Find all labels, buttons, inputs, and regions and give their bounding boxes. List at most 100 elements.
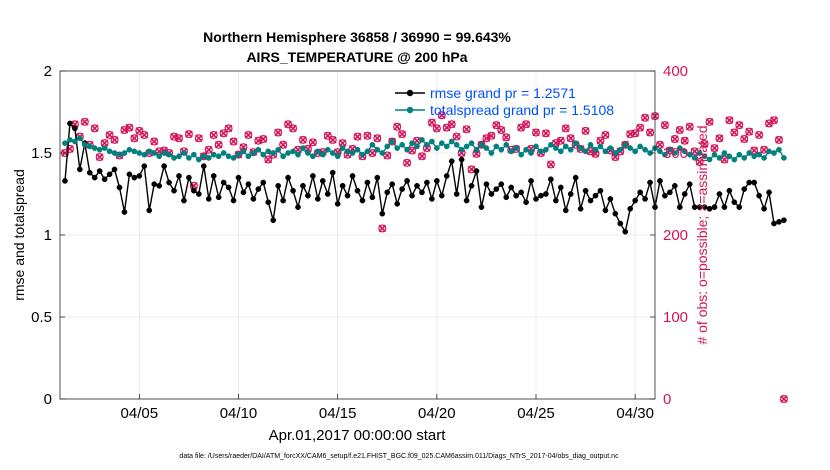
obs-assimilated-marker xyxy=(328,136,337,144)
totalspread-point xyxy=(245,153,252,160)
x-axis-label: Apr.01,2017 00:00:00 start xyxy=(269,427,447,444)
totalspread-point xyxy=(305,150,311,156)
totalspread-point xyxy=(374,146,381,153)
obs-possible-marker xyxy=(779,395,788,404)
rmse-point xyxy=(76,166,83,173)
obs-assimilated-marker xyxy=(81,118,89,126)
y-tick-label-left: 2 xyxy=(44,63,52,80)
rmse-point xyxy=(468,182,475,189)
obs-possible-marker xyxy=(65,144,74,153)
rmse-point xyxy=(642,196,648,202)
rmse-point xyxy=(498,181,505,188)
obs-assimilated-marker xyxy=(780,395,788,403)
obs-possible-marker xyxy=(298,135,307,144)
rmse-point xyxy=(483,181,490,188)
totalspread-point xyxy=(488,150,495,156)
obs-assimilated-marker xyxy=(452,132,461,141)
rmse-point xyxy=(552,197,559,204)
rmse-point xyxy=(741,186,748,192)
rmse-point xyxy=(200,163,207,169)
obs-possible-marker xyxy=(675,126,684,135)
rmse-point xyxy=(225,184,232,191)
obs-possible-marker xyxy=(561,124,570,133)
rmse-point xyxy=(463,197,470,204)
obs-possible-marker xyxy=(700,139,709,148)
totalspread-point xyxy=(101,145,108,151)
rmse-point xyxy=(210,173,217,179)
obs-assimilated-marker xyxy=(601,131,610,139)
totalspread-point xyxy=(319,151,326,158)
rmse-point xyxy=(627,205,634,212)
footer-data-file: data file: /Users/raeder/DAI/ATM_forcXX/… xyxy=(179,453,619,460)
axes: 0 0.5 1 1.5 2 0 100 200 300 400 04/05 04/10 04/15 04/… xyxy=(31,63,688,422)
rmse-point xyxy=(433,178,440,184)
totalspread-point xyxy=(671,150,678,156)
totalspread-point xyxy=(567,146,574,153)
obs-assimilated-marker xyxy=(710,144,719,152)
totalspread-point xyxy=(696,150,703,156)
obs-assimilated-marker xyxy=(690,147,699,156)
obs-possible-marker xyxy=(556,136,565,145)
obs-assimilated-marker xyxy=(532,128,540,137)
totalspread-point xyxy=(572,140,579,147)
obs-assimilated-marker xyxy=(368,149,377,157)
totalspread-point xyxy=(270,150,277,156)
obs-assimilated-marker xyxy=(229,137,238,146)
totalspread-point xyxy=(681,148,688,155)
totalspread-point xyxy=(766,148,772,155)
obs-possible-marker xyxy=(670,135,679,144)
obs-possible-marker xyxy=(745,127,754,136)
rmse-point xyxy=(503,194,510,201)
rmse-point xyxy=(230,197,237,204)
y-tick-label-right: 200 xyxy=(663,227,688,244)
y-tick-label-left: 1.5 xyxy=(31,145,52,162)
rmse-point xyxy=(548,176,554,183)
obs-assimilated-marker xyxy=(611,153,620,161)
totalspread-point xyxy=(399,141,405,148)
obs-assimilated-marker xyxy=(472,150,481,158)
rmse-point xyxy=(424,179,430,186)
obs-assimilated-marker xyxy=(680,136,689,145)
totalspread-point xyxy=(478,141,485,148)
rmse-point xyxy=(146,207,153,214)
totalspread-point xyxy=(235,151,242,158)
totalspread-point xyxy=(210,151,217,158)
obs-possible-marker xyxy=(398,130,407,139)
totalspread-point xyxy=(453,141,460,148)
obs-possible-marker xyxy=(725,116,734,125)
rmse-point xyxy=(384,189,391,196)
obs-assimilated-marker xyxy=(745,127,753,136)
obs-assimilated-marker xyxy=(447,120,456,129)
totalspread-point xyxy=(404,146,410,153)
obs-possible-marker xyxy=(244,130,253,139)
obs-assimilated-marker xyxy=(715,134,724,143)
totalspread-point xyxy=(195,156,202,163)
rmse-point xyxy=(716,191,723,197)
rmse-point xyxy=(662,192,668,199)
totalspread-point xyxy=(761,155,767,161)
obs-possible-marker xyxy=(546,160,555,169)
totalspread-point xyxy=(171,155,177,161)
rmse-point xyxy=(324,191,331,197)
rmse-point xyxy=(518,189,524,196)
totalspread-point xyxy=(632,148,639,155)
totalspread-point xyxy=(627,145,634,151)
totalspread-point xyxy=(359,151,366,158)
totalspread-point xyxy=(310,153,316,160)
rmse-point xyxy=(186,174,192,181)
obs-assimilated-marker xyxy=(646,128,654,137)
rmse-point xyxy=(106,171,113,178)
totalspread-point xyxy=(548,141,554,148)
rmse-point xyxy=(414,182,420,189)
totalspread-point xyxy=(726,153,733,160)
obs-assimilated-marker xyxy=(740,135,749,143)
obs-assimilated-marker xyxy=(735,121,744,129)
obs-possible-marker xyxy=(437,111,446,120)
y-tick-label-right: 100 xyxy=(663,309,688,326)
rmse-point xyxy=(394,200,401,207)
obs-assimilated-marker xyxy=(760,145,768,154)
rmse-point xyxy=(86,169,93,176)
rmse-point xyxy=(617,220,624,227)
totalspread-point xyxy=(334,153,341,160)
